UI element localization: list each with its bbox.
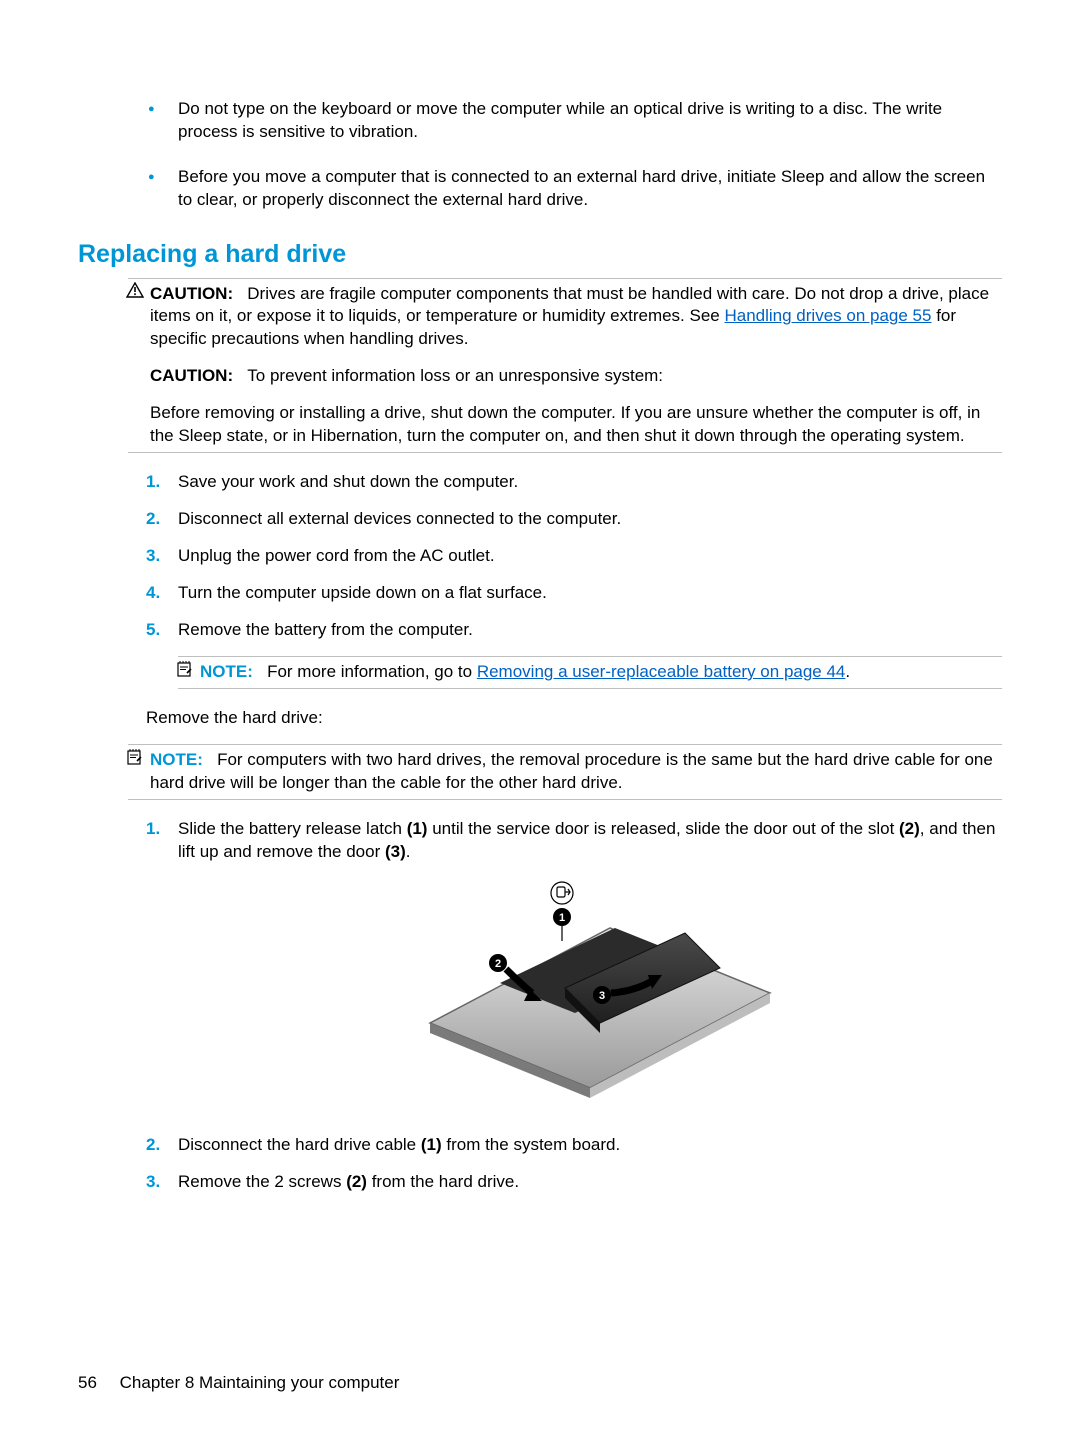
content-area: Do not type on the keyboard or move the … [78,98,1002,1194]
note-text: For more information, go to [267,662,477,681]
note-paragraph: NOTE: For computers with two hard drives… [150,749,1002,795]
t: (2) [899,819,920,838]
svg-text:3: 3 [599,990,605,1002]
step-item: 5. Remove the battery from the computer. [78,619,1002,642]
step-number: 1. [146,471,160,494]
note-label: NOTE: [200,662,253,681]
step-item: 1. Slide the battery release latch (1) u… [78,818,1002,1111]
step-item: 3. Remove the 2 screws (2) from the hard… [78,1171,1002,1194]
step-number: 3. [146,545,160,568]
step-text: Disconnect all external devices connecte… [178,509,621,528]
t: (2) [346,1172,367,1191]
note-callout: NOTE: For computers with two hard drives… [128,744,1002,800]
caution-label: CAUTION: [150,284,233,303]
step-number: 3. [146,1171,160,1194]
link-removing-battery[interactable]: Removing a user-replaceable battery on p… [477,662,846,681]
list-item: Before you move a computer that is conne… [78,166,1002,212]
step-text: Save your work and shut down the compute… [178,472,518,491]
t: from the hard drive. [367,1172,519,1191]
t: . [406,842,411,861]
step-text: Turn the computer upside down on a flat … [178,583,547,602]
list-item: Do not type on the keyboard or move the … [78,98,1002,144]
t: (1) [421,1135,442,1154]
caution-text: To prevent information loss or an unresp… [247,366,663,385]
t: Slide the battery release latch [178,819,407,838]
note-icon [176,660,194,685]
step-text: Slide the battery release latch (1) unti… [178,819,995,861]
step-text: Unplug the power cord from the AC outlet… [178,546,495,565]
step-number: 2. [146,508,160,531]
caution-paragraph: CAUTION: Drives are fragile computer com… [150,283,1002,352]
caution-icon [126,282,144,305]
svg-text:1: 1 [559,912,565,924]
list-text: Do not type on the keyboard or move the … [178,99,942,141]
step-item: 3. Unplug the power cord from the AC outl… [78,545,1002,568]
t: from the system board. [442,1135,621,1154]
intro-bullet-list: Do not type on the keyboard or move the … [78,98,1002,212]
note-icon [126,748,144,773]
step-number: 4. [146,582,160,605]
step-text: Remove the 2 screws (2) from the hard dr… [178,1172,519,1191]
step-number: 2. [146,1134,160,1157]
document-page: Do not type on the keyboard or move the … [0,0,1080,1437]
t: until the service door is released, slid… [427,819,899,838]
illustration-laptop-underside: 1 2 3 [178,873,1002,1110]
page-footer: 56 Chapter 8 Maintaining your computer [78,1372,399,1395]
step-number: 1. [146,818,160,841]
caution-paragraph: Before removing or installing a drive, s… [150,402,1002,448]
note-text: For computers with two hard drives, the … [150,750,993,792]
note-label: NOTE: [150,750,203,769]
caution-callout: CAUTION: Drives are fragile computer com… [128,278,1002,454]
t: (3) [385,842,406,861]
note-callout: NOTE: For more information, go to Removi… [178,656,1002,689]
caution-label: CAUTION: [150,366,233,385]
step-number: 5. [146,619,160,642]
step-item: 4. Turn the computer upside down on a fla… [78,582,1002,605]
svg-text:2: 2 [495,958,501,970]
step-item: 2. Disconnect all external devices connec… [78,508,1002,531]
t: (1) [407,819,428,838]
step-text: Disconnect the hard drive cable (1) from… [178,1135,620,1154]
ordered-steps-2: 1. Slide the battery release latch (1) u… [78,818,1002,1195]
caution-paragraph: CAUTION: To prevent information loss or … [150,365,1002,388]
step-item: 2. Disconnect the hard drive cable (1) f… [78,1134,1002,1157]
mid-paragraph: Remove the hard drive: [146,707,1002,730]
t: Disconnect the hard drive cable [178,1135,421,1154]
step-item: 1. Save your work and shut down the compu… [78,471,1002,494]
ordered-steps-1: 1. Save your work and shut down the compu… [78,471,1002,642]
note-paragraph: NOTE: For more information, go to Removi… [200,661,1002,684]
list-text: Before you move a computer that is conne… [178,167,985,209]
t: Remove the 2 screws [178,1172,346,1191]
note-text: . [845,662,850,681]
step-text: Remove the battery from the computer. [178,620,473,639]
link-handling-drives[interactable]: Handling drives on page 55 [724,306,931,325]
chapter-label: Chapter 8 Maintaining your computer [120,1373,400,1392]
section-heading: Replacing a hard drive [78,238,1002,272]
page-number: 56 [78,1373,97,1392]
